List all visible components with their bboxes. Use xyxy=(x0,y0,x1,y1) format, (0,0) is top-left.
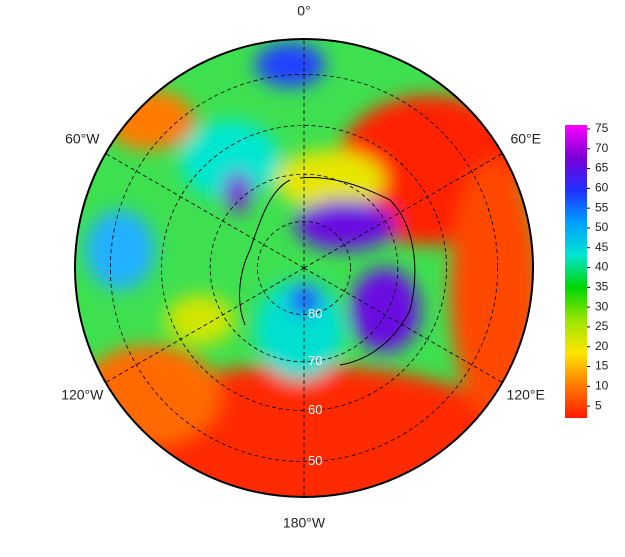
graticule xyxy=(105,39,503,497)
coastline xyxy=(239,176,416,366)
lon-label: 60°W xyxy=(65,131,100,147)
meridian xyxy=(105,267,305,383)
lat-label: 50 xyxy=(308,453,322,468)
colorbar-label: 45 xyxy=(595,240,609,254)
colorbar-label: 40 xyxy=(595,260,609,274)
colorbar xyxy=(565,125,587,418)
colorbar-label: 20 xyxy=(595,339,609,353)
colorbar-label: 75 xyxy=(595,121,609,135)
lon-label: 0° xyxy=(297,3,310,19)
colorbar-label: 25 xyxy=(595,319,609,333)
map-border xyxy=(74,38,534,498)
lat-label: 70 xyxy=(308,353,322,368)
colorbar-label: 35 xyxy=(595,280,609,294)
colorbar-label: 30 xyxy=(595,299,609,313)
colorbar-label: 60 xyxy=(595,181,609,195)
lat-label: 60 xyxy=(308,402,322,417)
colorbar-label: 10 xyxy=(595,378,609,392)
lon-label: 120°E xyxy=(507,387,545,403)
lat-ring xyxy=(109,73,499,463)
meridian xyxy=(105,153,305,269)
meridian xyxy=(303,153,503,269)
lon-label: 60°E xyxy=(510,131,541,147)
data-field xyxy=(75,39,533,497)
colorbar-label: 5 xyxy=(595,398,602,412)
colorbar-label: 15 xyxy=(595,359,609,373)
meridian xyxy=(303,267,503,383)
lat-ring xyxy=(257,221,351,315)
lat-ring xyxy=(161,125,447,411)
lon-label: 180°W xyxy=(283,515,326,531)
colorbar-label: 50 xyxy=(595,220,609,234)
colorbar-label: 70 xyxy=(595,141,609,155)
colorbar-label: 55 xyxy=(595,200,609,214)
lon-label: 120°W xyxy=(61,387,104,403)
lat-label: 80 xyxy=(308,306,322,321)
colorbar-label: 65 xyxy=(595,161,609,175)
